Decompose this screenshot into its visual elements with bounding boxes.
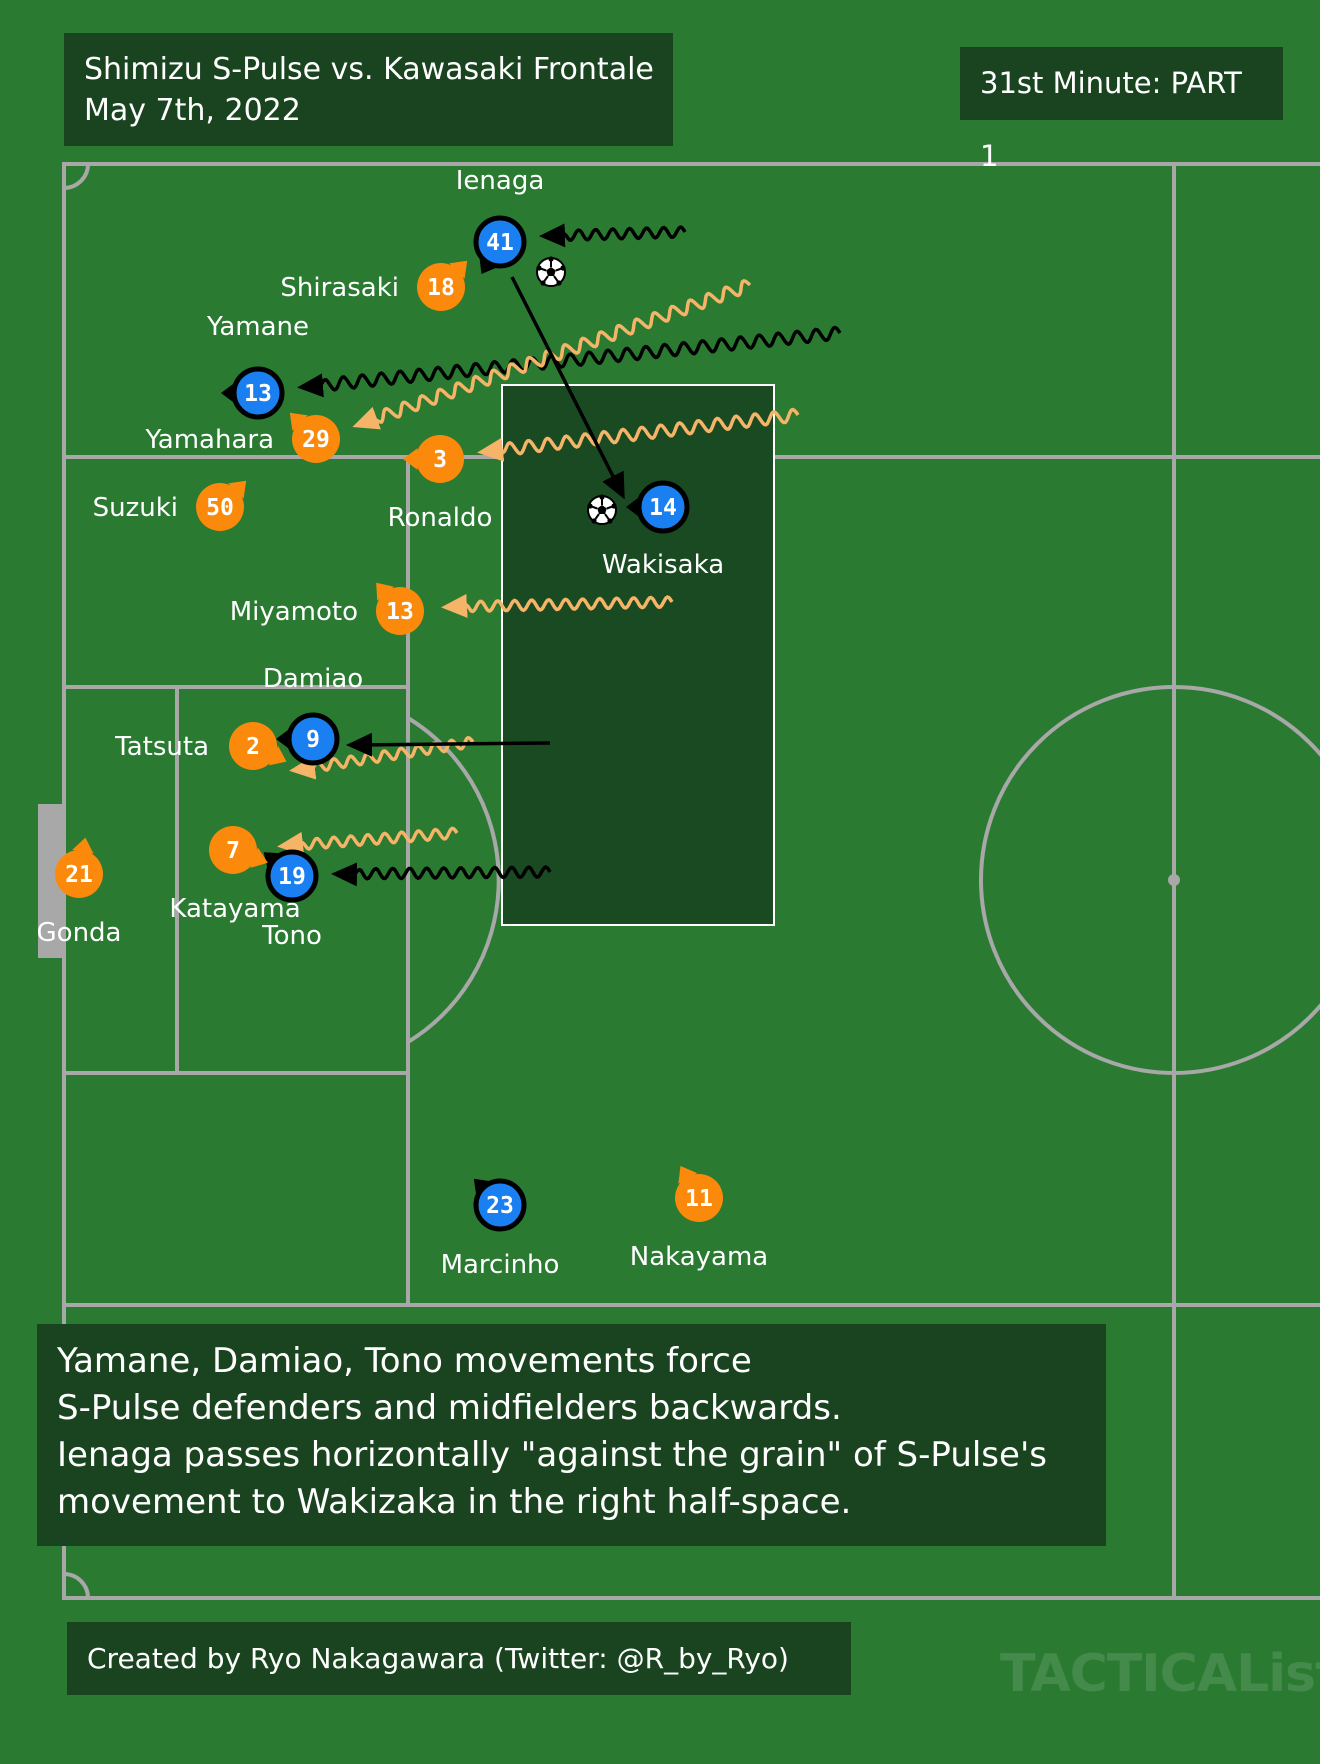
player-shirasaki: 18 Shirasaki — [280, 260, 468, 311]
player-katayama: 7 Katayama — [169, 826, 301, 924]
player-number: 23 — [486, 1193, 514, 1219]
soccer-ball-icon — [587, 494, 617, 525]
player-suzuki: 50 Suzuki — [93, 480, 247, 531]
player-name: Ronaldo — [388, 503, 493, 533]
player-name: Tono — [261, 921, 322, 951]
player-number: 50 — [206, 495, 234, 521]
player-damiao: 9 Damiao — [263, 664, 363, 766]
player-ienaga: 41 Ienaga — [456, 166, 545, 274]
player-name: Miyamoto — [230, 597, 358, 627]
player-name: Ienaga — [456, 166, 545, 196]
player-tatsuta: 2 Tatsuta — [114, 722, 287, 770]
run-ienaga — [539, 223, 687, 248]
caption-line: Yamane, Damiao, Tono movements force — [57, 1341, 752, 1381]
player-number: 29 — [302, 427, 330, 453]
caption-line: S-Pulse defenders and midfielders backwa… — [57, 1388, 842, 1428]
player-gonda: 21 Gonda — [37, 837, 122, 948]
player-wakisaka: 14 Wakisaka — [602, 480, 724, 580]
player-name: Yamane — [206, 312, 309, 342]
player-name: Katayama — [169, 894, 300, 924]
credit-text: Created by Ryo Nakagawara (Twitter: @R_b… — [87, 1642, 789, 1675]
caption-line: Ienaga passes horizontally "against the … — [57, 1435, 1048, 1475]
movement-arrows — [277, 223, 842, 887]
player-ronaldo: 3 Ronaldo — [388, 435, 493, 533]
run-yamane — [297, 325, 842, 398]
run-miyamoto — [441, 593, 674, 618]
player-number: 13 — [244, 381, 272, 407]
player-number: 18 — [427, 275, 455, 301]
highlight-zone — [501, 384, 775, 926]
player-number: 11 — [685, 1186, 713, 1212]
match-title-box: Shimizu S-Pulse vs. Kawasaki Frontale Ma… — [64, 33, 673, 146]
run-tono — [331, 862, 552, 887]
player-name: Nakayama — [630, 1242, 769, 1272]
run-katayama — [277, 826, 459, 856]
player-name: Suzuki — [93, 493, 178, 523]
player-name: Yamahara — [144, 425, 274, 455]
player-yamahara: 29 Yamahara — [144, 412, 340, 463]
player-number: 14 — [649, 495, 677, 521]
pass-ienaga-to-wakisaka — [510, 276, 625, 500]
run-damiao — [346, 732, 551, 757]
watermark-logo: TACTICALista — [1000, 1644, 1320, 1704]
player-name: Tatsuta — [114, 732, 209, 762]
caption-box: Yamane, Damiao, Tono movements force S-P… — [37, 1324, 1106, 1546]
player-number: 7 — [226, 838, 240, 864]
player-number: 3 — [433, 447, 447, 473]
player-name: Gonda — [37, 918, 122, 948]
minute-label: 31st Minute: PART 1 — [980, 66, 1242, 173]
player-number: 9 — [306, 727, 320, 753]
penalty-arc — [406, 716, 501, 1044]
player-number: 2 — [246, 734, 260, 760]
player-name: Damiao — [263, 664, 363, 694]
minute-box: 31st Minute: PART 1 — [960, 47, 1283, 173]
player-name: Wakisaka — [602, 550, 724, 580]
player-tono: 19 Tono — [261, 849, 322, 951]
player-miyamoto: 13 Miyamoto — [230, 582, 424, 635]
player-nakayama: 11 Nakayama — [630, 1166, 769, 1272]
corner-arc-bottom — [63, 1572, 90, 1599]
player-number: 21 — [65, 862, 93, 888]
caption-line: movement to Wakizaka in the right half-s… — [57, 1482, 852, 1522]
player-number: 19 — [278, 864, 306, 890]
run-ronaldo — [477, 407, 800, 462]
soccer-ball-icon — [536, 256, 566, 287]
match-date: May 7th, 2022 — [84, 93, 301, 128]
match-title: Shimizu S-Pulse vs. Kawasaki Frontale — [84, 52, 654, 87]
center-spot — [1168, 874, 1180, 886]
run-tatsuta — [289, 735, 475, 780]
run-shirasaki — [352, 279, 752, 430]
corner-arc-top — [63, 163, 90, 190]
player-name: Marcinho — [441, 1250, 560, 1280]
player-name: Shirasaki — [280, 273, 399, 303]
player-yamane: 13 Yamane — [206, 312, 309, 420]
player-number: 41 — [486, 230, 514, 256]
player-marcinho: 23 Marcinho — [441, 1178, 560, 1280]
center-circle — [979, 685, 1320, 1075]
player-number: 13 — [386, 599, 414, 625]
credit-box: Created by Ryo Nakagawara (Twitter: @R_b… — [67, 1622, 851, 1695]
